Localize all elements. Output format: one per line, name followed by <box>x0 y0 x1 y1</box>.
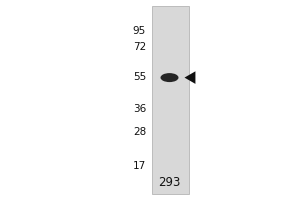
Text: 95: 95 <box>133 26 146 36</box>
Text: 293: 293 <box>158 176 181 189</box>
Text: 36: 36 <box>133 104 146 114</box>
Bar <box>152 6 189 194</box>
Polygon shape <box>184 71 195 84</box>
Ellipse shape <box>160 73 178 82</box>
Text: 55: 55 <box>133 72 146 82</box>
Text: 28: 28 <box>133 127 146 137</box>
Text: 17: 17 <box>133 161 146 171</box>
Text: 72: 72 <box>133 42 146 52</box>
